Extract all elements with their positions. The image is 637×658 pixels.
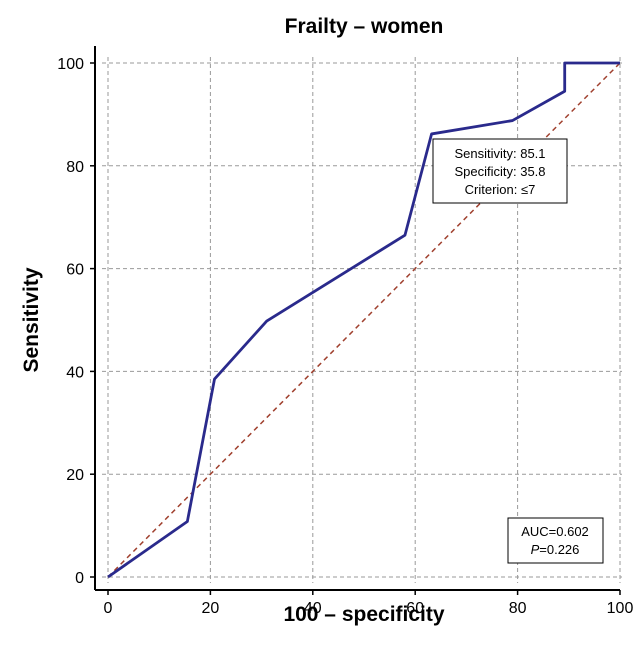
y-tick-label: 20: [66, 467, 84, 484]
roc-curve: [107, 61, 620, 579]
axes: [94, 46, 620, 591]
y-ticks: 0 20 40 60 80 100: [57, 56, 95, 587]
auc-box-frame: [507, 517, 604, 564]
x-ticks: 0 20 40 60 80 100: [104, 590, 634, 617]
y-axis-label: Sensitivity: [20, 267, 43, 372]
x-tick-label: 100: [607, 600, 634, 617]
y-tick-label: 60: [66, 262, 84, 279]
x-axis-label: 100 – specificity: [283, 603, 444, 626]
y-tick-label: 100: [57, 56, 84, 73]
y-tick-label: 40: [66, 364, 84, 381]
x-tick-label: 80: [509, 600, 527, 617]
x-tick-label: 0: [104, 600, 113, 617]
y-tick-label: 0: [75, 570, 84, 587]
chart-title: Frailty – women: [285, 15, 444, 38]
criterion-specificity: Specificity: 35.8: [454, 164, 545, 179]
x-tick-label: 20: [202, 600, 220, 617]
criterion-value: Criterion: ≤7: [465, 182, 536, 197]
grid: [102, 57, 622, 583]
p-value: =0.226: [539, 542, 579, 557]
criterion-box-frame: [432, 138, 568, 204]
criterion-box: Sensitivity: 85.1 Specificity: 35.8 Crit…: [432, 138, 568, 204]
auc-box: AUC=0.602 P=0.226: [507, 517, 604, 564]
x-tick-label: 40: [304, 600, 322, 617]
x-tick-label: 60: [406, 600, 424, 617]
auc-value: AUC=0.602: [521, 524, 589, 539]
y-tick-label: 80: [66, 159, 84, 176]
criterion-sensitivity: Sensitivity: 85.1: [454, 146, 545, 161]
p-label: P: [531, 542, 540, 557]
p-value-line: P=0.226: [531, 542, 580, 557]
